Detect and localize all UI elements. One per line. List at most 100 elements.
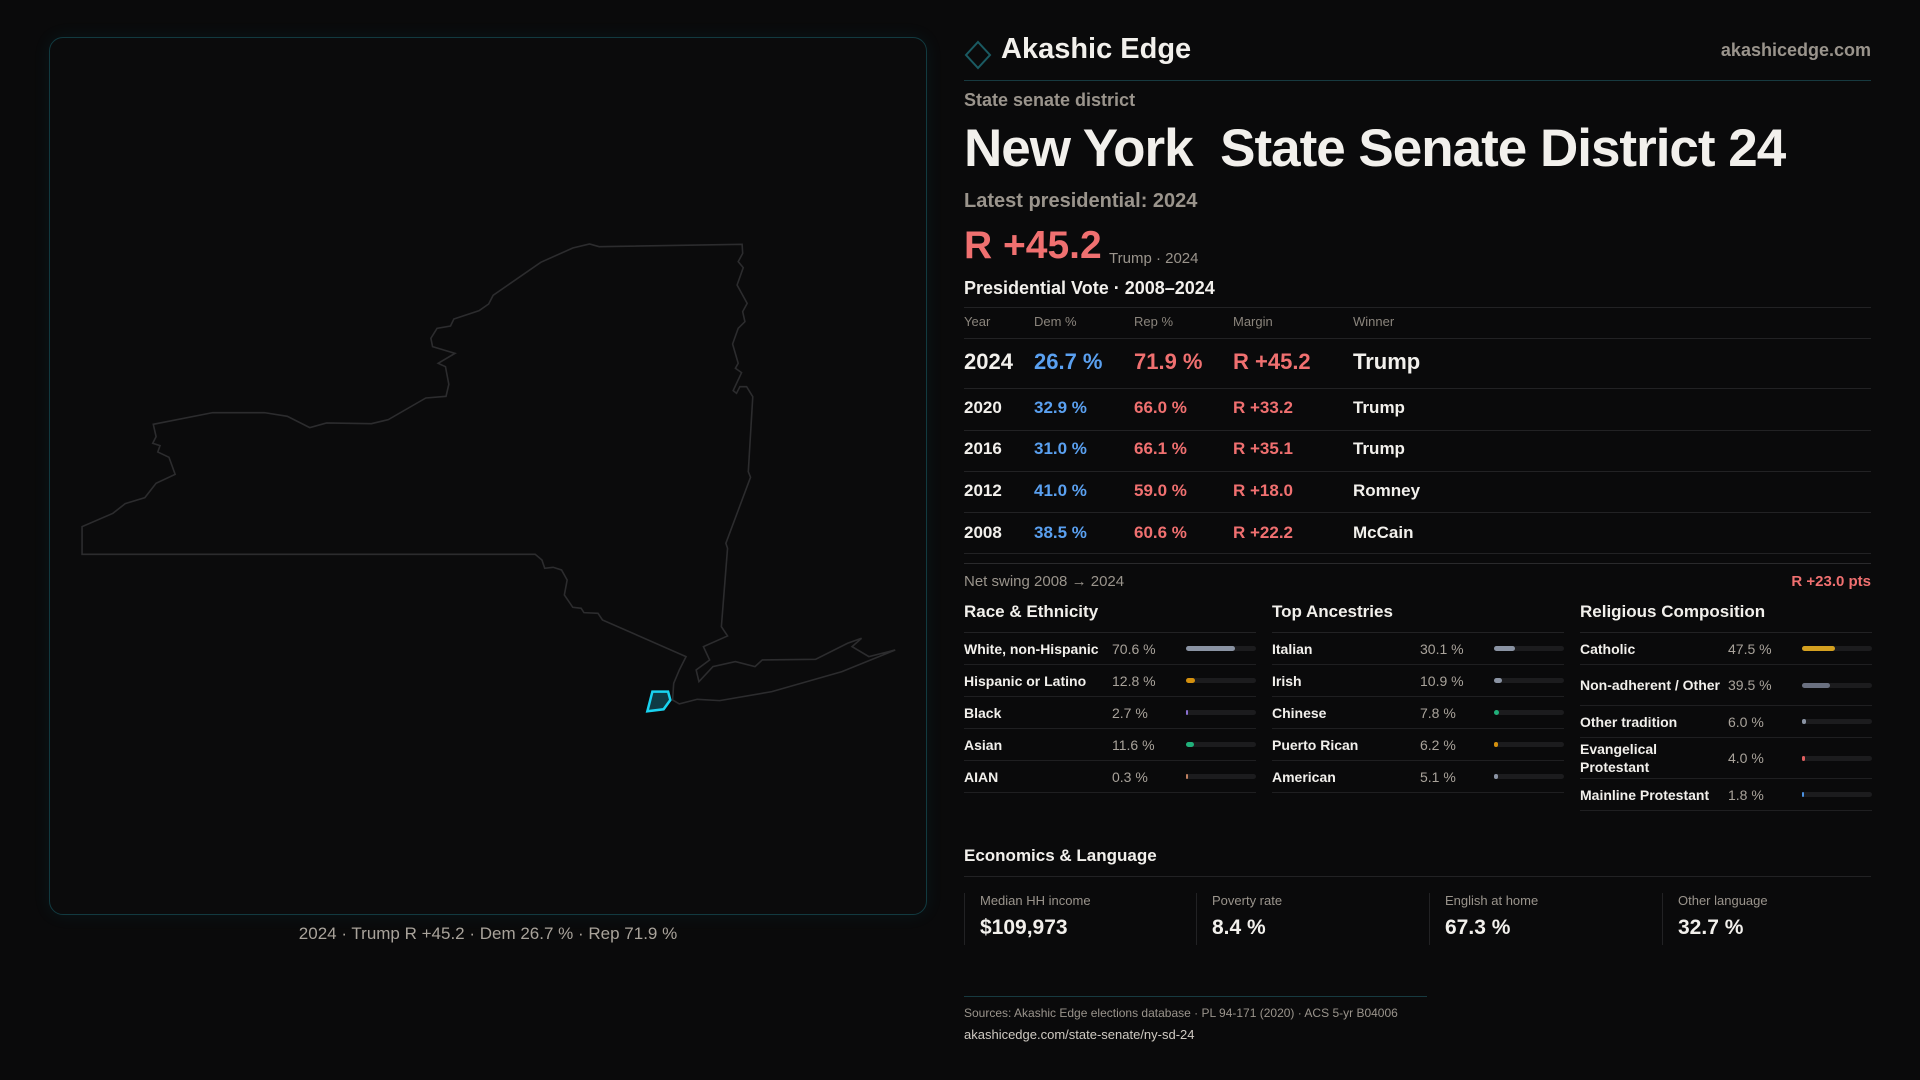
bar-track bbox=[1802, 646, 1872, 651]
item-value: 47.5 % bbox=[1728, 640, 1772, 657]
item-label: Italian bbox=[1272, 640, 1313, 657]
list-item: Chinese 7.8 % bbox=[1272, 697, 1564, 729]
item-value: 6.0 % bbox=[1728, 713, 1764, 730]
item-label: Other tradition bbox=[1580, 713, 1678, 730]
list-item: Non-adherent / Other 39.5 % bbox=[1580, 665, 1872, 706]
item-value: 7.8 % bbox=[1420, 704, 1456, 721]
state-name: New York bbox=[964, 119, 1194, 178]
item-value: 2.7 % bbox=[1112, 704, 1148, 721]
table-row-divider bbox=[964, 388, 1871, 389]
bar-track bbox=[1186, 678, 1256, 683]
bar-fill bbox=[1802, 755, 1805, 761]
item-value: 0.3 % bbox=[1112, 768, 1148, 785]
stat-label: Poverty rate bbox=[1212, 893, 1283, 908]
stat-value: 67.3 % bbox=[1445, 916, 1511, 939]
stat-value: 8.4 % bbox=[1212, 916, 1266, 939]
map-caption: 2024 · Trump R +45.2 · Dem 26.7 % · Rep … bbox=[298, 924, 678, 943]
cell-winner: Romney bbox=[1353, 481, 1421, 500]
table-title: Presidential Vote · 2008–2024 bbox=[964, 278, 1215, 298]
bar-fill bbox=[1186, 742, 1195, 747]
list-item: Irish 10.9 % bbox=[1272, 665, 1564, 697]
item-label: Mainline Protestant bbox=[1580, 786, 1710, 803]
item-label: American bbox=[1272, 768, 1336, 785]
item-label: Asian bbox=[964, 736, 1003, 753]
item-label: Hispanic or Latino bbox=[964, 672, 1087, 689]
bar-fill bbox=[1186, 774, 1188, 779]
bar-track bbox=[1802, 682, 1872, 688]
bar-fill bbox=[1802, 792, 1804, 797]
latest-margin-note: Trump · 2024 bbox=[1109, 250, 1199, 267]
bar-fill bbox=[1802, 719, 1807, 724]
diamond-icon bbox=[964, 40, 992, 70]
stat-card: Other language 32.7 % bbox=[1662, 893, 1768, 945]
item-value: 6.2 % bbox=[1420, 736, 1456, 753]
table-row-divider bbox=[964, 471, 1871, 472]
item-label: Black bbox=[964, 704, 1002, 721]
cell-year: 2024 bbox=[964, 349, 1013, 374]
bar-track bbox=[1802, 755, 1872, 761]
bar-fill bbox=[1494, 646, 1516, 651]
district-name: State Senate District 24 bbox=[1220, 119, 1786, 178]
cell-rep: 60.6 % bbox=[1134, 523, 1187, 542]
bar-fill bbox=[1186, 646, 1236, 651]
bar-track bbox=[1802, 719, 1872, 724]
item-label: Catholic bbox=[1580, 640, 1636, 657]
table-row-divider bbox=[964, 512, 1871, 513]
list-item: Other tradition 6.0 % bbox=[1580, 706, 1872, 738]
section-title: Religious Composition bbox=[1580, 602, 1766, 621]
item-value: 4.0 % bbox=[1728, 750, 1764, 766]
section-title: Race & Ethnicity bbox=[964, 602, 1099, 621]
cell-winner: Trump bbox=[1353, 349, 1421, 374]
cell-rep: 59.0 % bbox=[1134, 481, 1187, 500]
table-header-year: Year bbox=[964, 314, 991, 329]
bar-track bbox=[1494, 646, 1564, 651]
cell-margin: R +18.0 bbox=[1233, 481, 1294, 500]
cell-winner: Trump bbox=[1353, 439, 1405, 458]
table-header-dem: Dem % bbox=[1034, 314, 1077, 329]
list-item: Catholic 47.5 % bbox=[1580, 633, 1872, 665]
item-label: Non-adherent / Other bbox=[1580, 677, 1721, 693]
bar-track bbox=[1186, 710, 1256, 715]
cell-rep: 71.9 % bbox=[1134, 349, 1203, 374]
item-label: Puerto Rican bbox=[1272, 736, 1359, 753]
site-link[interactable]: akashicedge.com bbox=[1720, 40, 1871, 60]
bar-track bbox=[1494, 710, 1564, 715]
cell-dem: 38.5 % bbox=[1034, 523, 1087, 542]
table-header-winner: Winner bbox=[1353, 314, 1395, 329]
bar-fill bbox=[1186, 678, 1195, 683]
cell-dem: 31.0 % bbox=[1034, 439, 1087, 458]
cell-margin: R +22.2 bbox=[1233, 523, 1294, 542]
list-item: Asian 11.6 % bbox=[964, 729, 1256, 761]
table-row-divider bbox=[964, 430, 1871, 431]
bar-track bbox=[1186, 774, 1256, 779]
net-swing-label: Net swing 2008 → 2024 bbox=[964, 573, 1125, 590]
brand-name: Akashic Edge bbox=[1001, 33, 1192, 65]
list-item: Puerto Rican 6.2 % bbox=[1272, 729, 1564, 761]
bar-fill bbox=[1494, 742, 1499, 747]
bar-fill bbox=[1494, 774, 1498, 779]
table-row-divider bbox=[964, 553, 1871, 554]
map-panel[interactable] bbox=[49, 37, 927, 915]
cell-rep: 66.1 % bbox=[1134, 439, 1187, 458]
table-header-margin: Margin bbox=[1233, 314, 1273, 329]
item-value: 12.8 % bbox=[1112, 672, 1156, 689]
stat-card: Median HH income $109,973 bbox=[964, 893, 1091, 945]
stat-label: Other language bbox=[1678, 893, 1768, 908]
cell-year: 2008 bbox=[964, 523, 1002, 542]
item-value: 70.6 % bbox=[1112, 640, 1156, 657]
stat-label: Median HH income bbox=[980, 893, 1091, 908]
item-label: White, non-Hispanic bbox=[964, 640, 1099, 657]
bar-track bbox=[1186, 646, 1256, 651]
cell-year: 2012 bbox=[964, 481, 1002, 500]
cell-year: 2020 bbox=[964, 398, 1002, 417]
item-label: AIAN bbox=[964, 768, 999, 785]
bar-fill bbox=[1802, 646, 1836, 651]
item-value: 11.6 % bbox=[1112, 736, 1155, 753]
item-value: 5.1 % bbox=[1420, 768, 1456, 785]
item-value: 1.8 % bbox=[1728, 786, 1764, 803]
item-label: Irish bbox=[1272, 672, 1302, 689]
bar-fill bbox=[1802, 682, 1830, 688]
district-24-shape[interactable] bbox=[647, 692, 670, 712]
page-url[interactable]: akashicedge.com/state-senate/ny-sd-24 bbox=[964, 1027, 1195, 1042]
